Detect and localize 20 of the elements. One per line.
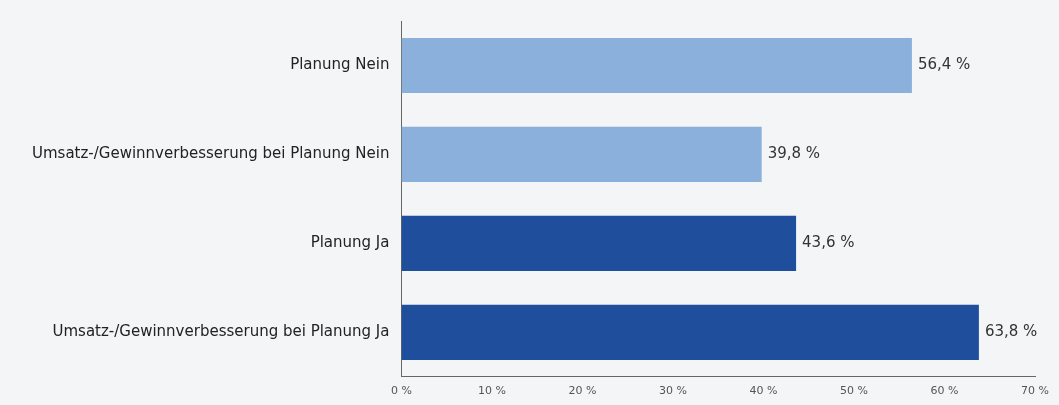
y-tick-label: Planung Nein	[290, 55, 390, 74]
x-tick-label: 0 %	[391, 384, 412, 398]
x-tick-label: 20 %	[568, 384, 597, 398]
x-tick-label: 40 %	[749, 384, 778, 398]
y-tick-label: Planung Ja	[310, 233, 390, 252]
x-tick-label: 10 %	[478, 384, 506, 398]
data-label: 39,8 %	[767, 144, 821, 163]
bar	[401, 126, 762, 182]
x-tick-label: 50 %	[840, 384, 868, 398]
data-label: 56,4 %	[917, 55, 971, 74]
x-tick-label: 30 %	[659, 384, 687, 398]
data-label: 63,8 %	[984, 322, 1038, 341]
y-tick-label: Umsatz-/Gewinnverbesserung bei Planung Ja	[52, 322, 390, 341]
bar	[401, 215, 797, 271]
x-tick-label: 70 %	[1021, 384, 1049, 398]
bar	[401, 37, 912, 94]
data-label: 43,6 %	[802, 233, 855, 252]
y-tick-label: Umsatz-/Gewinnverbesserung bei Planung Nein	[32, 144, 390, 163]
x-tick-label: 60 %	[930, 384, 959, 398]
bar	[401, 304, 979, 360]
